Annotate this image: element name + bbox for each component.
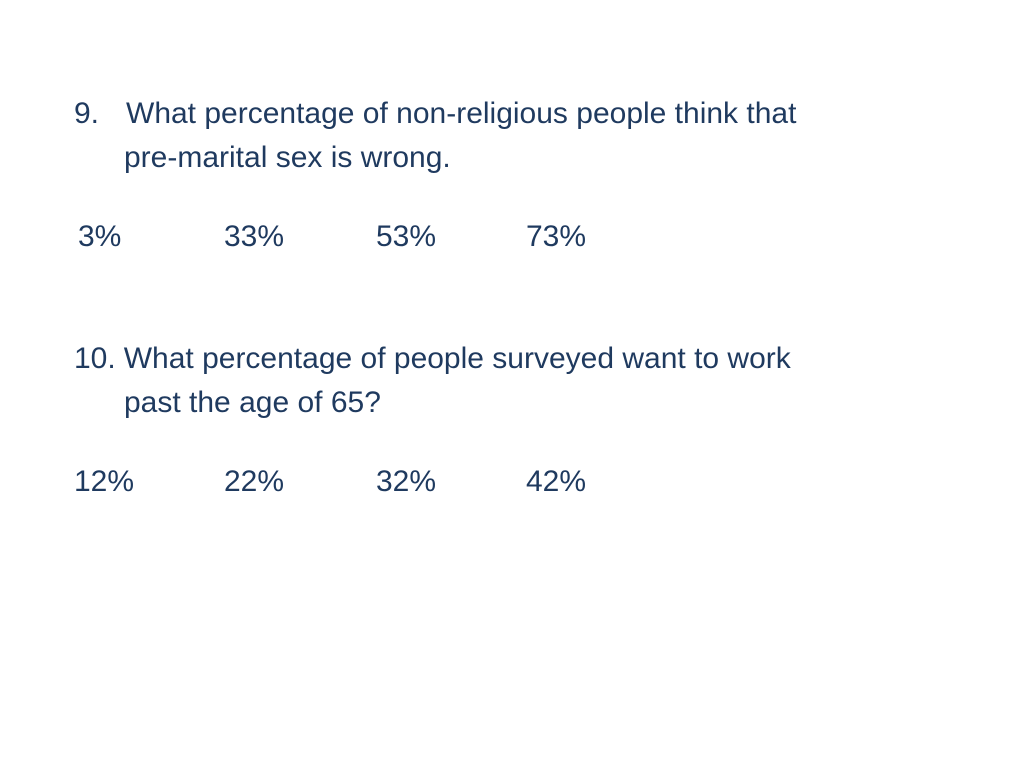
answer-option: 42% <box>526 465 587 498</box>
question-9-line-2: pre-marital sex is wrong. <box>124 141 451 174</box>
answer-option: 3% <box>78 220 122 253</box>
question-9-line-1: 9. What percentage of non-religious peopl… <box>74 92 934 136</box>
answer-option: 32% <box>376 465 437 498</box>
question-10-line-2: past the age of 65? <box>124 386 381 419</box>
answer-option: 33% <box>224 220 285 253</box>
question-text: What percentage of non-religious people … <box>126 97 797 130</box>
question-9: 9. What percentage of non-religious peopl… <box>74 92 934 180</box>
answer-option: 22% <box>224 465 285 498</box>
question-10-line-1: 10. What percentage of people surveyed wa… <box>74 337 934 381</box>
question-text: What percentage of people surveyed want … <box>123 342 791 375</box>
question-10: 10. What percentage of people surveyed wa… <box>74 337 934 425</box>
question-number: 9. <box>74 97 100 130</box>
question-number: 10. <box>74 342 116 375</box>
answer-option: 53% <box>376 220 437 253</box>
answer-option: 12% <box>74 465 135 498</box>
answer-option: 73% <box>526 220 587 253</box>
